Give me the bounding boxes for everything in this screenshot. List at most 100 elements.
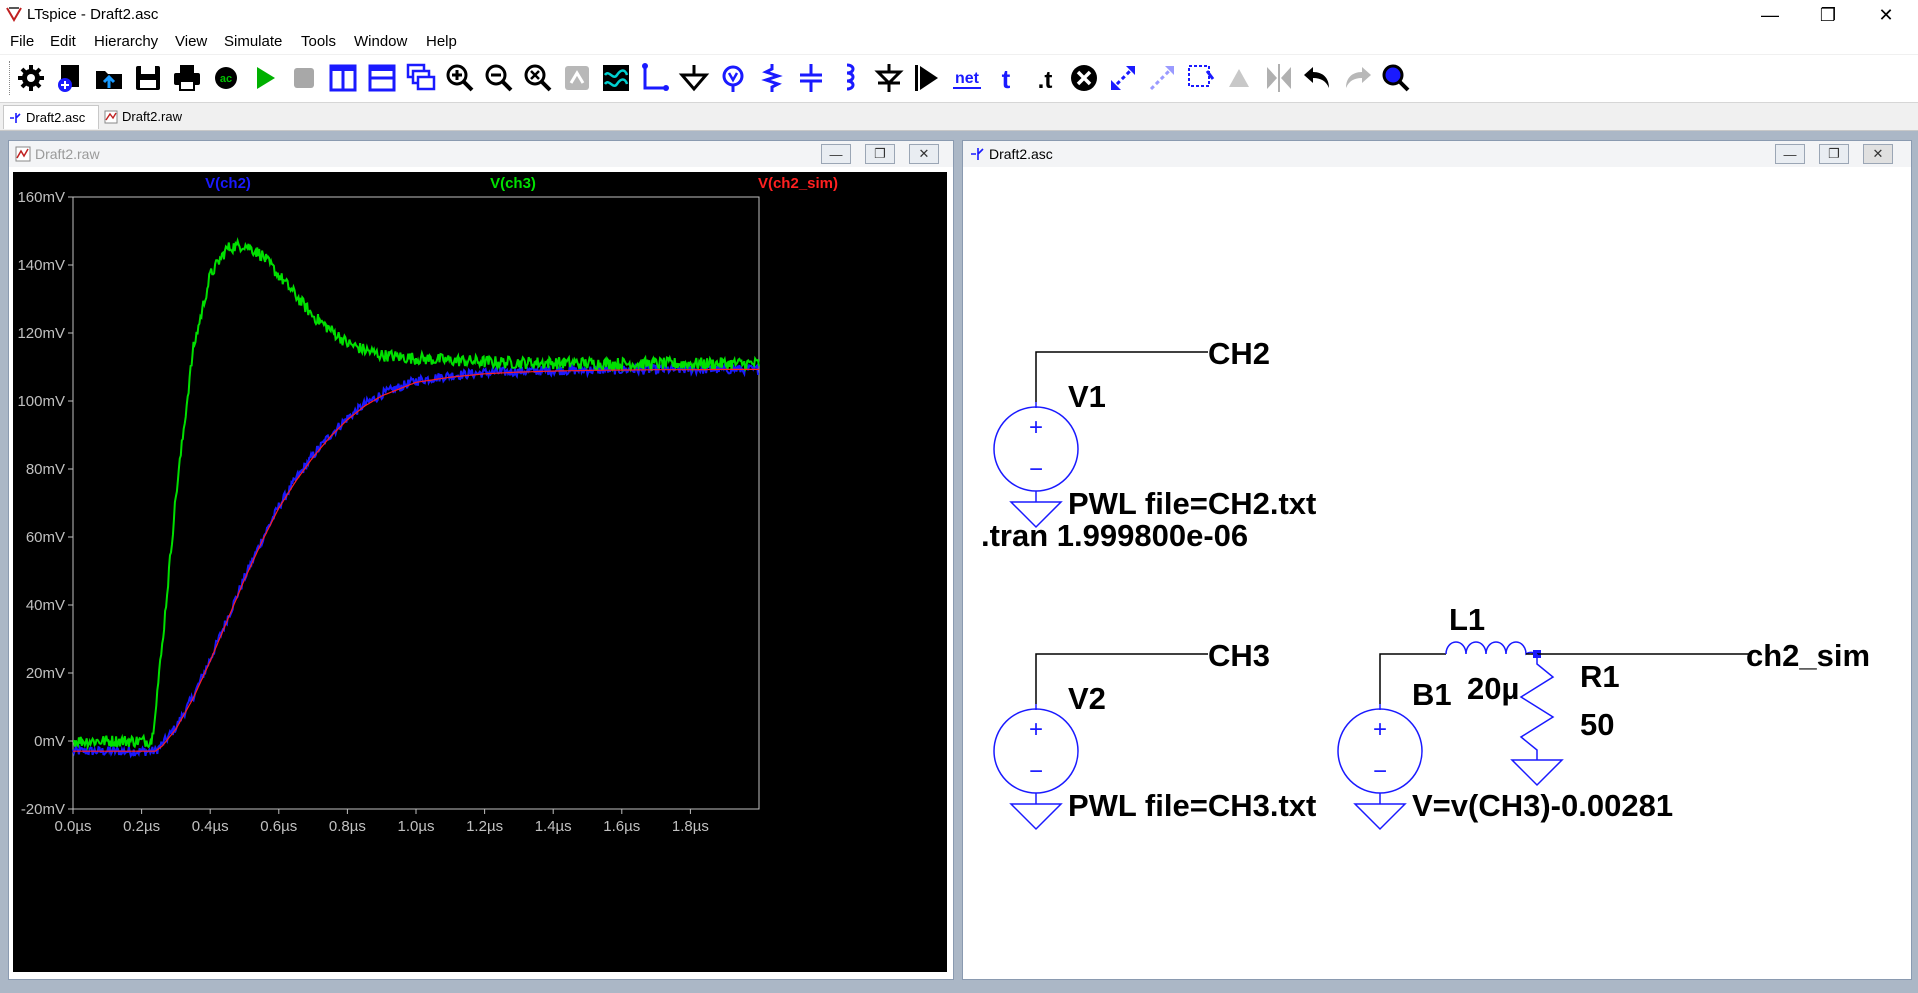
delete-icon[interactable]	[1067, 61, 1101, 95]
tran-directive[interactable]: .tran 1.999800e-06	[981, 518, 1248, 553]
v2-label[interactable]: V2	[1068, 681, 1106, 716]
document-tab-bar: Draft2.asc Draft2.raw	[0, 103, 1918, 131]
x-tick-label: 0.4µs	[192, 818, 229, 835]
zoom-in-icon[interactable]	[443, 61, 477, 95]
schematic-close-button[interactable]: ✕	[1863, 144, 1893, 164]
move-icon[interactable]	[1106, 61, 1140, 95]
halt-icon[interactable]	[287, 61, 321, 95]
mirror-icon[interactable]	[1223, 61, 1257, 95]
menu-window[interactable]: Window	[354, 33, 408, 50]
schematic-restore-button[interactable]: ❐	[1819, 144, 1849, 164]
gear-icon[interactable]	[14, 61, 48, 95]
run-icon[interactable]	[248, 61, 282, 95]
series-vch2-line[interactable]	[72, 360, 760, 759]
net-label-icon[interactable]: net	[950, 61, 984, 95]
v2-value[interactable]: PWL file=CH3.txt	[1068, 788, 1316, 823]
ac-analysis-icon[interactable]: ac	[209, 61, 243, 95]
r1-label[interactable]: R1	[1580, 659, 1620, 694]
inductor-icon[interactable]	[833, 61, 867, 95]
ground-icon[interactable]	[677, 61, 711, 95]
waveform-restore-button[interactable]: ❐	[865, 144, 895, 164]
b1-expression[interactable]: V=v(CH3)-0.00281	[1412, 788, 1673, 823]
minimize-button[interactable]: —	[1761, 4, 1779, 25]
find-icon[interactable]	[1379, 61, 1413, 95]
spice-directive-icon[interactable]: .t	[1028, 61, 1062, 95]
b1-source[interactable]: + −	[1337, 653, 1446, 831]
trace-label-vch2_sim[interactable]: V(ch2_sim)	[758, 175, 838, 192]
v1-value[interactable]: PWL file=CH2.txt	[1068, 486, 1316, 521]
r1-value[interactable]: 50	[1580, 707, 1614, 742]
menu-simulate[interactable]: Simulate	[224, 33, 283, 50]
waveform-plot[interactable]: 160mV 140mV 120mV 100mV 80mV 60mV 40mV 20mV 0mV -…	[13, 172, 947, 972]
x-tick-label: 1.2µs	[466, 818, 503, 835]
rotate-icon[interactable]	[1184, 61, 1218, 95]
zoom-fit-icon[interactable]	[521, 61, 555, 95]
l1-inductor[interactable]	[1445, 641, 1537, 656]
label-net-icon[interactable]	[716, 61, 750, 95]
tab-draft2-raw[interactable]: Draft2.raw	[100, 105, 196, 128]
r1-resistor[interactable]	[1510, 654, 1564, 787]
component-icon[interactable]	[911, 61, 945, 95]
flip-icon[interactable]	[1262, 61, 1296, 95]
new-schematic-icon[interactable]	[53, 61, 87, 95]
net-label-ch2[interactable]: CH2	[1208, 336, 1270, 371]
waveform-tab-icon	[104, 110, 118, 123]
ch3-wire	[1035, 653, 1208, 704]
zoom-out-icon[interactable]	[482, 61, 516, 95]
net-label-text: net	[955, 70, 980, 87]
print-icon[interactable]	[170, 61, 204, 95]
ltspice-logo-icon	[6, 7, 22, 22]
menu-tools[interactable]: Tools	[301, 33, 337, 50]
trace-label-vch2[interactable]: V(ch2)	[205, 175, 251, 192]
capacitor-icon[interactable]	[794, 61, 828, 95]
text-icon[interactable]: t	[989, 61, 1023, 95]
v1-plus: +	[1029, 414, 1043, 441]
series-vch3-line[interactable]	[72, 236, 760, 751]
tile-vertical-icon[interactable]	[326, 61, 360, 95]
waveform-minimize-button[interactable]: —	[821, 144, 851, 164]
wire-icon[interactable]	[638, 61, 672, 95]
v1-label[interactable]: V1	[1068, 379, 1106, 414]
menu-help[interactable]: Help	[426, 33, 457, 50]
schematic-drawing[interactable]: + − CH2 V1 PWL file=CH2.txt .tran 1.9998…	[971, 172, 1909, 972]
waveform-icon[interactable]	[599, 61, 633, 95]
y-tick-label: 40mV	[26, 597, 65, 614]
undo-icon[interactable]	[1301, 61, 1335, 95]
menu-view[interactable]: View	[175, 33, 208, 50]
trace-label-vch3[interactable]: V(ch3)	[490, 175, 536, 192]
net-label-ch3[interactable]: CH3	[1208, 638, 1270, 673]
autorange-icon[interactable]	[560, 61, 594, 95]
redo-icon[interactable]	[1340, 61, 1374, 95]
waveform-window-titlebar[interactable]: Draft2.raw — ❐ ✕	[9, 141, 953, 167]
l1-value[interactable]: 20µ	[1467, 671, 1519, 706]
net-label-ch2-sim[interactable]: ch2_sim	[1746, 638, 1870, 673]
v2-source[interactable]: + −	[993, 653, 1208, 831]
b1-label[interactable]: B1	[1412, 677, 1452, 712]
open-icon[interactable]	[92, 61, 126, 95]
menu-edit[interactable]: Edit	[50, 33, 76, 50]
menu-hierarchy[interactable]: Hierarchy	[94, 33, 159, 50]
save-icon[interactable]	[131, 61, 165, 95]
tile-horizontal-icon[interactable]	[365, 61, 399, 95]
toolbar-grip[interactable]	[9, 61, 12, 95]
schematic-minimize-button[interactable]: —	[1775, 144, 1805, 164]
waveform-close-button[interactable]: ✕	[909, 144, 939, 164]
v1-source[interactable]: + −	[993, 351, 1208, 529]
x-tick-label: 1.4µs	[535, 818, 572, 835]
menu-file[interactable]: File	[10, 33, 35, 50]
drag-icon[interactable]	[1145, 61, 1179, 95]
cascade-icon[interactable]	[404, 61, 438, 95]
l1-label[interactable]: L1	[1449, 602, 1485, 637]
ground-icon	[1510, 759, 1564, 787]
waveform-chart[interactable]: 160mV 140mV 120mV 100mV 80mV 60mV 40mV 20mV 0mV -…	[13, 172, 947, 972]
schematic-canvas[interactable]: + − CH2 V1 PWL file=CH2.txt .tran 1.9998…	[971, 172, 1909, 972]
close-button[interactable]: ✕	[1878, 4, 1894, 25]
tab-draft2-asc[interactable]: Draft2.asc	[3, 105, 99, 129]
series-vch2_sim-line[interactable]	[73, 368, 759, 752]
x-tick-label: 0.0µs	[55, 818, 92, 835]
resistor-icon[interactable]	[755, 61, 789, 95]
schematic-window-titlebar[interactable]: Draft2.asc — ❐ ✕	[963, 141, 1911, 167]
maximize-button[interactable]: ❐	[1819, 4, 1837, 25]
diode-icon[interactable]	[872, 61, 906, 95]
y-tick-label: 140mV	[17, 257, 65, 274]
